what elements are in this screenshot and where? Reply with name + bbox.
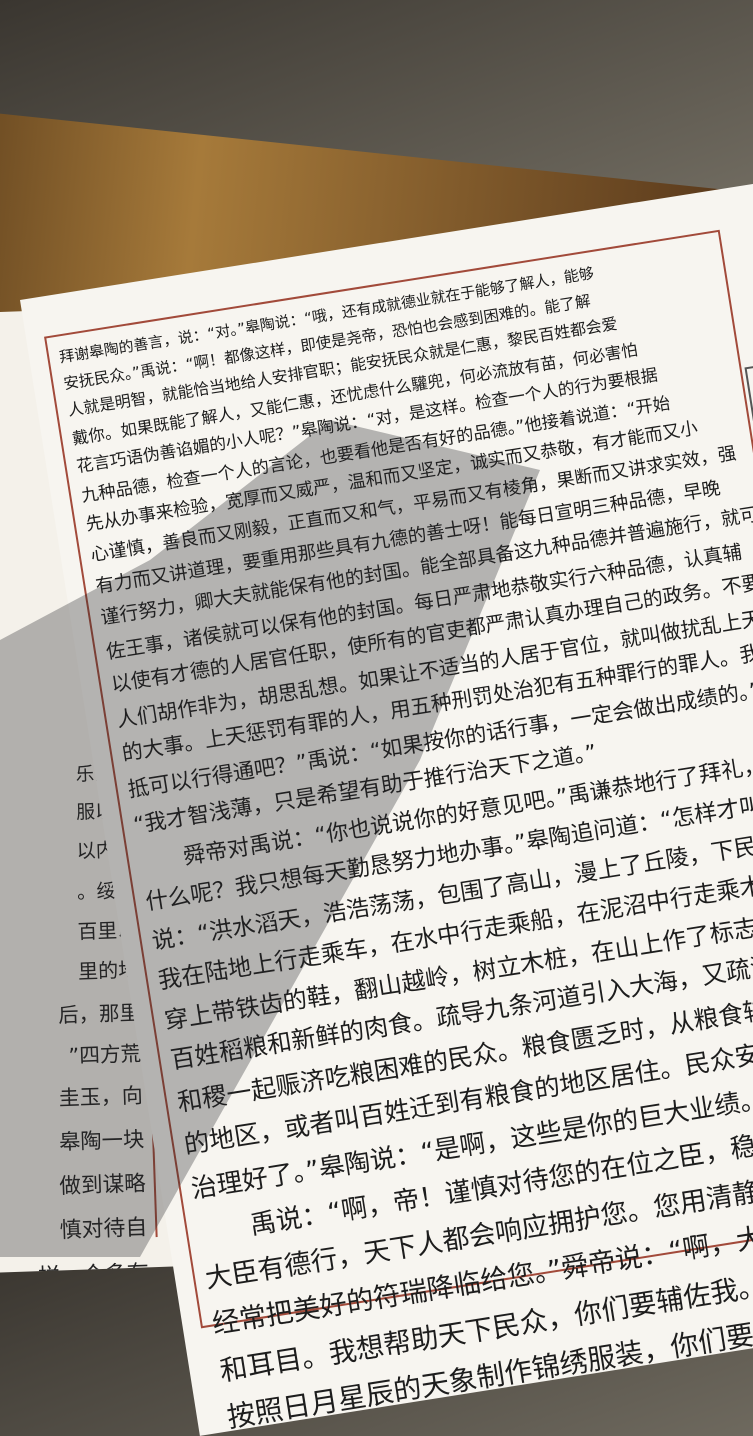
shadow-band	[0, 420, 540, 1257]
text-line: 样，众多有	[37, 1255, 150, 1273]
shadow	[0, 420, 540, 1257]
